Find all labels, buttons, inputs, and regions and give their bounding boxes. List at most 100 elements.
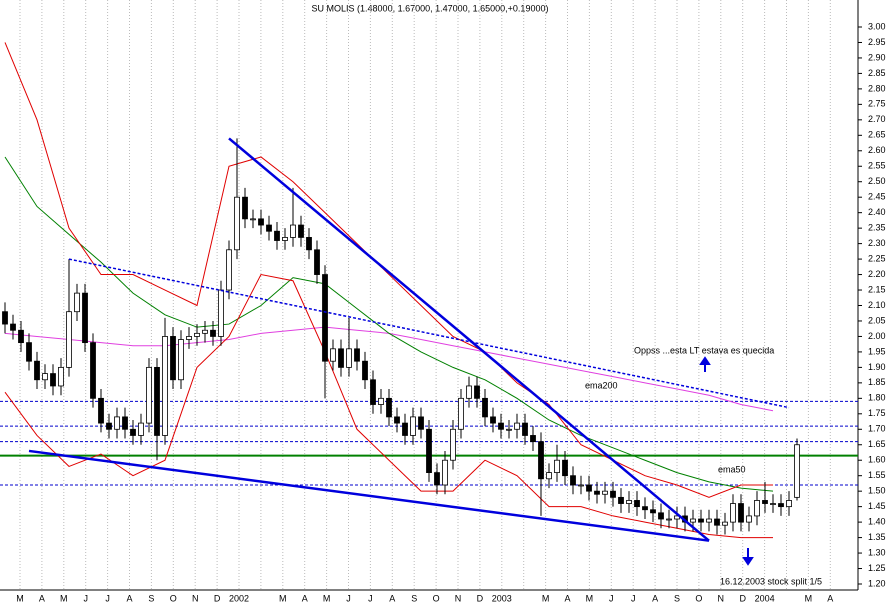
y-tick-label: 1.35: [868, 532, 886, 542]
x-tick-label: D: [739, 593, 746, 603]
annotation: Oppss ...esta LT estava es quecida: [634, 345, 774, 355]
candle-body: [50, 373, 56, 387]
x-tick-label: M: [279, 593, 287, 603]
y-tick-label: 2.60: [868, 145, 886, 155]
x-tick-label: O: [695, 593, 702, 603]
y-tick-label: 1.65: [868, 439, 886, 449]
candle-body: [338, 348, 344, 368]
x-tick-label: S: [411, 593, 417, 603]
x-tick-label: A: [39, 593, 45, 603]
x-tick-label: A: [827, 593, 833, 603]
candle-body: [410, 416, 416, 436]
series-label: ema200: [585, 380, 618, 390]
y-tick-label: 1.45: [868, 501, 886, 511]
y-tick-label: 1.55: [868, 470, 886, 480]
chart-title: SU MOLIS (1.48000, 1.67000, 1.47000, 1.6…: [312, 3, 549, 13]
candle-body: [218, 289, 224, 337]
candle-body: [274, 230, 280, 241]
candle-body: [154, 366, 160, 436]
candle-body: [538, 441, 544, 480]
candle-body: [266, 224, 272, 232]
y-tick-label: 1.85: [868, 377, 886, 387]
x-tick-label: J: [83, 593, 88, 603]
candle-body: [442, 459, 448, 486]
candle-body: [354, 348, 360, 362]
candle-body: [490, 416, 496, 424]
x-tick-label: A: [564, 593, 570, 603]
y-tick-label: 2.75: [868, 99, 886, 109]
candle-body: [642, 506, 648, 511]
candle-body: [418, 416, 424, 430]
trend-line: [68, 258, 790, 409]
candle-body: [578, 484, 584, 487]
candle-body: [546, 472, 552, 480]
candle-body: [706, 518, 712, 523]
candle-body: [138, 422, 144, 436]
candle-body: [130, 428, 136, 436]
y-tick-label: 1.70: [868, 424, 886, 434]
candle-body: [554, 459, 560, 474]
candle-body: [738, 503, 744, 523]
y-tick-label: 1.40: [868, 516, 886, 526]
x-tick-label: J: [346, 593, 351, 603]
x-tick-label: M: [16, 593, 24, 603]
annotation: 16.12.2003 stock split 1/5: [720, 576, 822, 586]
y-tick-label: 2.70: [868, 114, 886, 124]
x-tick-label: N: [718, 593, 725, 603]
candle-body: [730, 503, 736, 523]
candle-body: [346, 348, 352, 368]
candle-body: [386, 397, 392, 418]
y-tick-label: 2.20: [868, 269, 886, 279]
candle-body: [722, 521, 728, 526]
y-tick-label: 1.90: [868, 362, 886, 372]
candle-body: [106, 422, 112, 430]
candle-body: [298, 224, 304, 238]
candle-body: [234, 196, 240, 251]
candle-body: [570, 475, 576, 486]
x-tick-label: D: [477, 593, 484, 603]
candle-body: [34, 360, 40, 381]
candle-body: [322, 274, 328, 362]
candle-body: [98, 397, 104, 424]
candle-body: [586, 484, 592, 492]
y-tick-label: 1.50: [868, 486, 886, 496]
candle-body: [650, 509, 656, 514]
indicator-line: [4, 273, 773, 539]
x-tick-label: M: [323, 593, 331, 603]
x-tick-label: J: [105, 593, 110, 603]
candle-body: [618, 496, 624, 504]
candle-body: [754, 500, 760, 517]
candle-body: [402, 422, 408, 436]
candle-body: [450, 428, 456, 461]
candle-body: [186, 336, 192, 340]
x-tick-label: M: [60, 593, 68, 603]
x-tick-label: A: [126, 593, 132, 603]
candle-body: [794, 444, 800, 498]
arrow: [699, 356, 711, 372]
x-tick-label: M: [805, 593, 813, 603]
arrow: [742, 548, 754, 566]
y-tick-label: 2.95: [868, 37, 886, 47]
candle-body: [610, 490, 616, 498]
candle-body: [482, 397, 488, 418]
indicator-line: [4, 42, 773, 498]
x-tick-label: 2003: [492, 593, 512, 603]
candle-body: [602, 490, 608, 495]
candle-body: [594, 490, 600, 495]
trend-line: [228, 137, 710, 542]
candle-body: [378, 397, 384, 405]
y-tick-label: 2.25: [868, 253, 886, 263]
candle-body: [18, 329, 24, 344]
y-tick-label: 1.60: [868, 455, 886, 465]
candle-body: [10, 323, 16, 331]
candle-body: [626, 500, 632, 504]
candle-body: [506, 428, 512, 431]
x-tick-label: M: [542, 593, 550, 603]
y-tick-label: 2.30: [868, 238, 886, 248]
candle-body: [162, 336, 168, 436]
candle-body: [42, 373, 48, 381]
x-tick-label: A: [302, 593, 308, 603]
y-tick-label: 2.10: [868, 300, 886, 310]
candle-body: [306, 237, 312, 251]
